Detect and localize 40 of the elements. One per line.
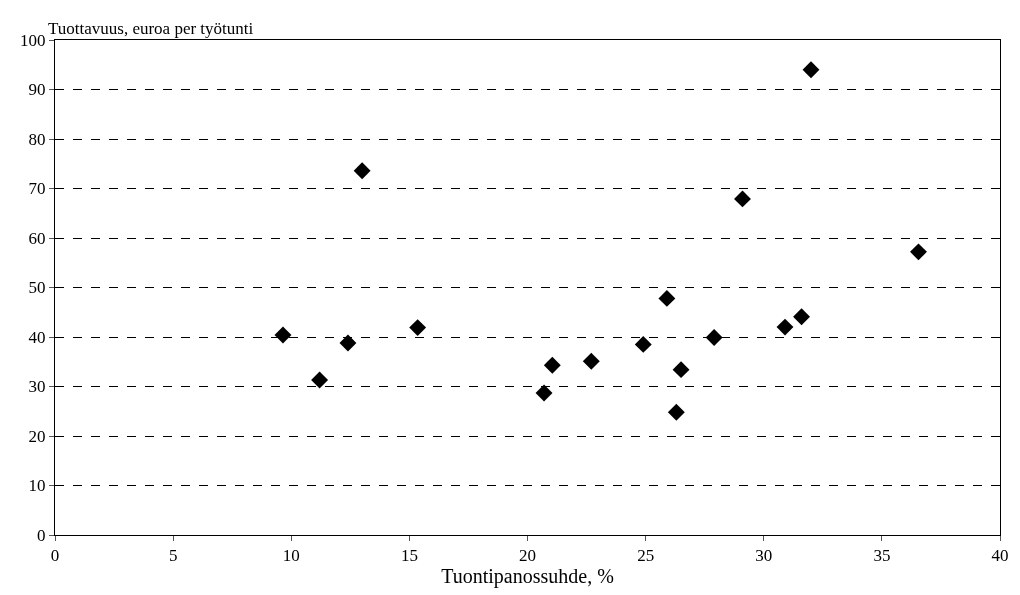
point xyxy=(910,243,927,261)
point xyxy=(802,61,820,79)
point xyxy=(634,335,652,353)
x-tick-label: 35 xyxy=(873,546,891,566)
y-tick-label: 70 xyxy=(28,179,46,199)
y-tick-label: 20 xyxy=(28,426,46,446)
x-axis-title: Tuontipanossuhde, % xyxy=(441,565,614,589)
x-tick-label: 5 xyxy=(168,546,178,566)
y-tick-label: 90 xyxy=(28,80,46,100)
point xyxy=(274,326,292,344)
point xyxy=(409,319,427,337)
y-tick-label: 10 xyxy=(28,476,46,496)
y-tick-label: 60 xyxy=(28,228,46,248)
x-tick-label: 30 xyxy=(755,546,773,566)
point xyxy=(311,371,329,389)
point xyxy=(793,308,810,326)
x-tick-label: 0 xyxy=(50,546,60,566)
point xyxy=(535,384,553,402)
point xyxy=(582,352,600,370)
x-tick-label: 25 xyxy=(637,546,655,566)
y-tick-label: 40 xyxy=(28,327,46,347)
point xyxy=(672,361,690,379)
point xyxy=(776,318,794,336)
point xyxy=(353,162,371,180)
x-tick-label: 10 xyxy=(282,546,300,566)
y-tick-label: 100 xyxy=(20,30,46,50)
y-tick-label: 50 xyxy=(28,278,46,298)
x-tick-label: 20 xyxy=(519,546,536,566)
point xyxy=(734,190,751,208)
point xyxy=(658,289,676,307)
y-tick-label: 0 xyxy=(37,525,46,545)
y-axis-title: Tuottavuus, euroa per työtunti xyxy=(48,19,254,38)
point xyxy=(339,334,357,352)
x-tick-label: 15 xyxy=(400,546,418,566)
point xyxy=(705,329,723,346)
point xyxy=(667,403,685,421)
y-tick-label: 30 xyxy=(28,377,46,397)
point xyxy=(543,356,561,374)
y-tick-label: 80 xyxy=(28,129,46,149)
x-tick-label: 40 xyxy=(991,546,1009,566)
